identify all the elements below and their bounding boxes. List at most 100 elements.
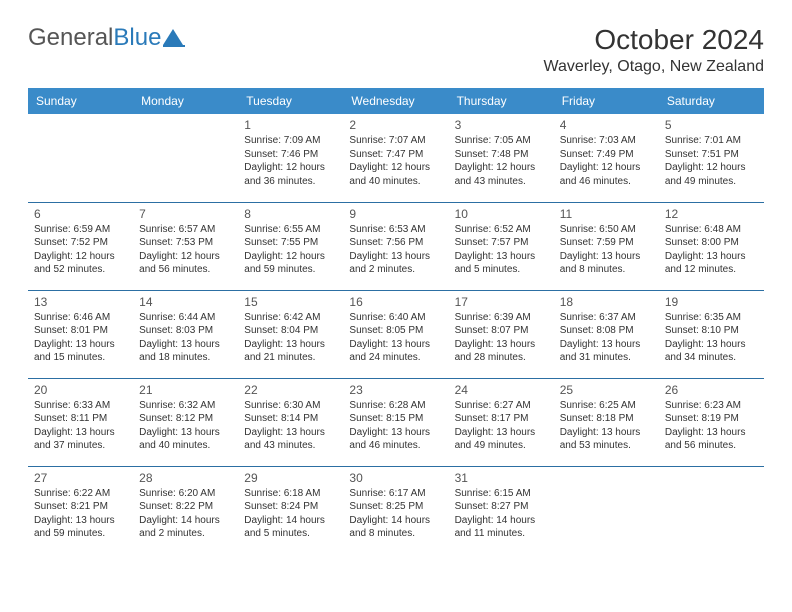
day-number: 12 [665, 207, 758, 221]
sunset-text: Sunset: 8:07 PM [455, 324, 548, 338]
day-number: 11 [560, 207, 653, 221]
day-number: 18 [560, 295, 653, 309]
day-number: 8 [244, 207, 337, 221]
calendar-week-row: 13Sunrise: 6:46 AMSunset: 8:01 PMDayligh… [28, 290, 764, 378]
calendar-week-row: 27Sunrise: 6:22 AMSunset: 8:21 PMDayligh… [28, 466, 764, 554]
sail-icon [163, 29, 185, 47]
day-number: 14 [139, 295, 232, 309]
calendar-cell: 5Sunrise: 7:01 AMSunset: 7:51 PMDaylight… [659, 114, 764, 202]
sunset-text: Sunset: 7:49 PM [560, 148, 653, 162]
sunset-text: Sunset: 8:25 PM [349, 500, 442, 514]
calendar-cell: 11Sunrise: 6:50 AMSunset: 7:59 PMDayligh… [554, 202, 659, 290]
sunrise-text: Sunrise: 6:23 AM [665, 399, 758, 413]
day-number: 27 [34, 471, 127, 485]
sunset-text: Sunset: 8:19 PM [665, 412, 758, 426]
day-number: 21 [139, 383, 232, 397]
day-number: 22 [244, 383, 337, 397]
sunrise-text: Sunrise: 6:35 AM [665, 311, 758, 325]
calendar-cell: 3Sunrise: 7:05 AMSunset: 7:48 PMDaylight… [449, 114, 554, 202]
daylight-text: Daylight: 13 hours and 31 minutes. [560, 338, 653, 365]
day-number: 5 [665, 118, 758, 132]
sunset-text: Sunset: 7:48 PM [455, 148, 548, 162]
sunrise-text: Sunrise: 7:01 AM [665, 134, 758, 148]
day-number: 28 [139, 471, 232, 485]
daylight-text: Daylight: 13 hours and 37 minutes. [34, 426, 127, 453]
calendar-cell: 30Sunrise: 6:17 AMSunset: 8:25 PMDayligh… [343, 466, 448, 554]
sunset-text: Sunset: 7:59 PM [560, 236, 653, 250]
sunset-text: Sunset: 8:12 PM [139, 412, 232, 426]
calendar-cell [659, 466, 764, 554]
day-number: 4 [560, 118, 653, 132]
day-number: 13 [34, 295, 127, 309]
location-text: Waverley, Otago, New Zealand [543, 58, 764, 76]
day-header: Sunday [28, 88, 133, 114]
daylight-text: Daylight: 12 hours and 46 minutes. [560, 161, 653, 188]
sunrise-text: Sunrise: 6:52 AM [455, 223, 548, 237]
sunrise-text: Sunrise: 6:15 AM [455, 487, 548, 501]
day-number: 10 [455, 207, 548, 221]
day-header: Tuesday [238, 88, 343, 114]
daylight-text: Daylight: 14 hours and 5 minutes. [244, 514, 337, 541]
sunrise-text: Sunrise: 6:40 AM [349, 311, 442, 325]
calendar-cell: 2Sunrise: 7:07 AMSunset: 7:47 PMDaylight… [343, 114, 448, 202]
sunset-text: Sunset: 7:56 PM [349, 236, 442, 250]
day-number: 9 [349, 207, 442, 221]
daylight-text: Daylight: 13 hours and 59 minutes. [34, 514, 127, 541]
calendar-week-row: 6Sunrise: 6:59 AMSunset: 7:52 PMDaylight… [28, 202, 764, 290]
calendar-cell: 19Sunrise: 6:35 AMSunset: 8:10 PMDayligh… [659, 290, 764, 378]
sunset-text: Sunset: 8:04 PM [244, 324, 337, 338]
calendar-cell: 27Sunrise: 6:22 AMSunset: 8:21 PMDayligh… [28, 466, 133, 554]
sunset-text: Sunset: 8:18 PM [560, 412, 653, 426]
day-header: Thursday [449, 88, 554, 114]
calendar-cell: 16Sunrise: 6:40 AMSunset: 8:05 PMDayligh… [343, 290, 448, 378]
daylight-text: Daylight: 13 hours and 28 minutes. [455, 338, 548, 365]
day-number: 25 [560, 383, 653, 397]
daylight-text: Daylight: 13 hours and 21 minutes. [244, 338, 337, 365]
sunrise-text: Sunrise: 6:46 AM [34, 311, 127, 325]
sunrise-text: Sunrise: 6:39 AM [455, 311, 548, 325]
daylight-text: Daylight: 13 hours and 8 minutes. [560, 250, 653, 277]
calendar-cell: 10Sunrise: 6:52 AMSunset: 7:57 PMDayligh… [449, 202, 554, 290]
calendar-cell: 12Sunrise: 6:48 AMSunset: 8:00 PMDayligh… [659, 202, 764, 290]
calendar-cell: 8Sunrise: 6:55 AMSunset: 7:55 PMDaylight… [238, 202, 343, 290]
sunrise-text: Sunrise: 7:09 AM [244, 134, 337, 148]
calendar-cell: 4Sunrise: 7:03 AMSunset: 7:49 PMDaylight… [554, 114, 659, 202]
day-number: 24 [455, 383, 548, 397]
daylight-text: Daylight: 13 hours and 49 minutes. [455, 426, 548, 453]
day-header: Saturday [659, 88, 764, 114]
calendar-cell [554, 466, 659, 554]
daylight-text: Daylight: 12 hours and 56 minutes. [139, 250, 232, 277]
calendar-cell: 14Sunrise: 6:44 AMSunset: 8:03 PMDayligh… [133, 290, 238, 378]
title-block: October 2024 Waverley, Otago, New Zealan… [543, 24, 764, 76]
day-number: 6 [34, 207, 127, 221]
brand-logo: GeneralBlue [28, 24, 185, 52]
sunrise-text: Sunrise: 6:55 AM [244, 223, 337, 237]
daylight-text: Daylight: 13 hours and 43 minutes. [244, 426, 337, 453]
day-header-row: Sunday Monday Tuesday Wednesday Thursday… [28, 88, 764, 114]
calendar-cell: 6Sunrise: 6:59 AMSunset: 7:52 PMDaylight… [28, 202, 133, 290]
day-number: 17 [455, 295, 548, 309]
sunset-text: Sunset: 8:15 PM [349, 412, 442, 426]
daylight-text: Daylight: 13 hours and 18 minutes. [139, 338, 232, 365]
calendar-cell [133, 114, 238, 202]
sunset-text: Sunset: 7:47 PM [349, 148, 442, 162]
daylight-text: Daylight: 13 hours and 15 minutes. [34, 338, 127, 365]
sunset-text: Sunset: 8:03 PM [139, 324, 232, 338]
calendar-cell: 22Sunrise: 6:30 AMSunset: 8:14 PMDayligh… [238, 378, 343, 466]
sunset-text: Sunset: 8:01 PM [34, 324, 127, 338]
sunrise-text: Sunrise: 6:57 AM [139, 223, 232, 237]
daylight-text: Daylight: 14 hours and 2 minutes. [139, 514, 232, 541]
sunset-text: Sunset: 8:10 PM [665, 324, 758, 338]
day-number: 1 [244, 118, 337, 132]
sunset-text: Sunset: 7:55 PM [244, 236, 337, 250]
day-header: Wednesday [343, 88, 448, 114]
sunrise-text: Sunrise: 6:30 AM [244, 399, 337, 413]
calendar-cell: 24Sunrise: 6:27 AMSunset: 8:17 PMDayligh… [449, 378, 554, 466]
calendar-cell: 17 Sunrise: 6:39 AMSunset: 8:07 PMDayligh… [449, 290, 554, 378]
calendar-cell: 23Sunrise: 6:28 AMSunset: 8:15 PMDayligh… [343, 378, 448, 466]
day-number: 20 [34, 383, 127, 397]
day-number: 19 [665, 295, 758, 309]
calendar-cell: 7Sunrise: 6:57 AMSunset: 7:53 PMDaylight… [133, 202, 238, 290]
day-number: 15 [244, 295, 337, 309]
sunset-text: Sunset: 7:57 PM [455, 236, 548, 250]
